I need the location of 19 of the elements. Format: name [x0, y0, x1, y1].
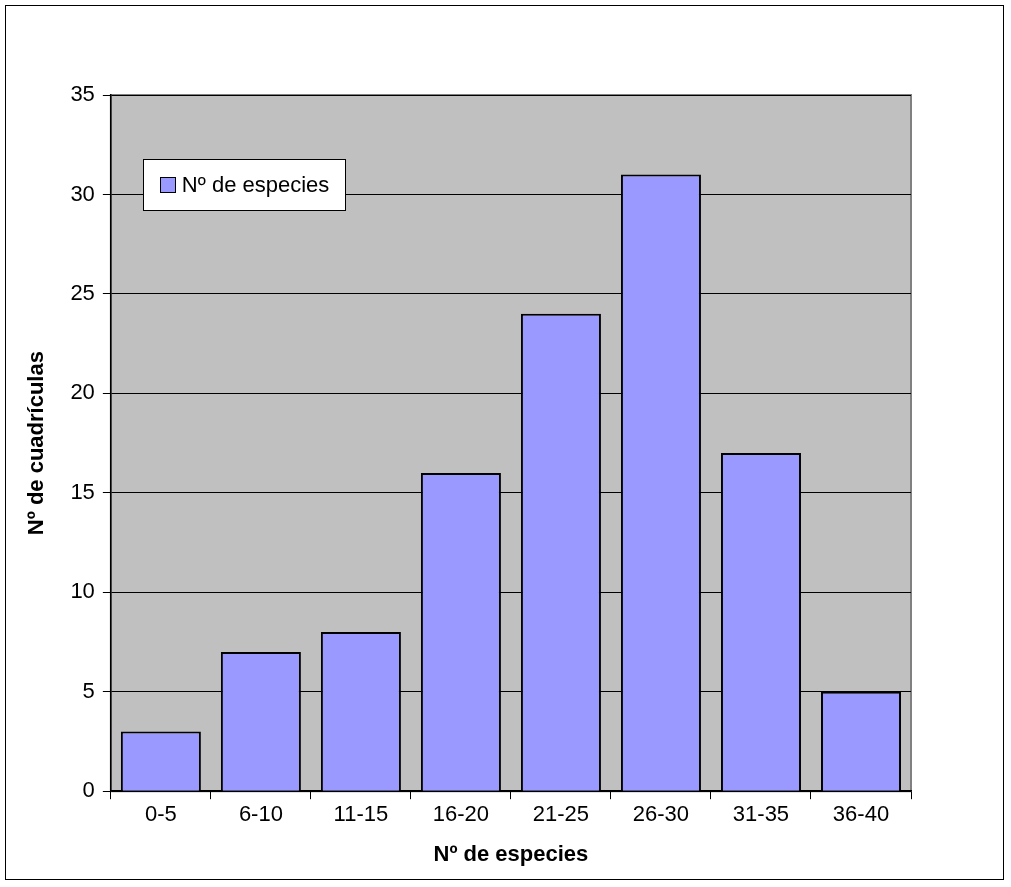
y-tick-label: 5 — [82, 677, 95, 703]
y-tick-label: 25 — [70, 279, 95, 305]
y-tick-label: 15 — [70, 478, 95, 504]
y-axis-title: Nº de cuadrículas — [23, 351, 49, 536]
y-tick-label: 30 — [70, 180, 95, 206]
x-tick-label: 0-5 — [144, 801, 177, 827]
y-tick-label: 20 — [70, 379, 95, 405]
x-tick-label: 11-15 — [333, 801, 389, 827]
y-tick-label: 0 — [82, 777, 95, 803]
x-tick-label: 31-35 — [732, 801, 790, 827]
x-tick-label: 6-10 — [238, 801, 283, 827]
y-tick-label: 10 — [70, 578, 95, 604]
x-tick-label: 21-25 — [532, 801, 590, 827]
x-axis-title: Nº de especies — [433, 840, 589, 866]
x-tick-label: 36-40 — [832, 801, 890, 827]
x-tick-label: 26-30 — [632, 801, 690, 827]
x-tick-label: 16-20 — [432, 801, 490, 827]
legend-label: Nº de especies — [181, 172, 330, 198]
y-tick-label: 35 — [70, 81, 95, 107]
